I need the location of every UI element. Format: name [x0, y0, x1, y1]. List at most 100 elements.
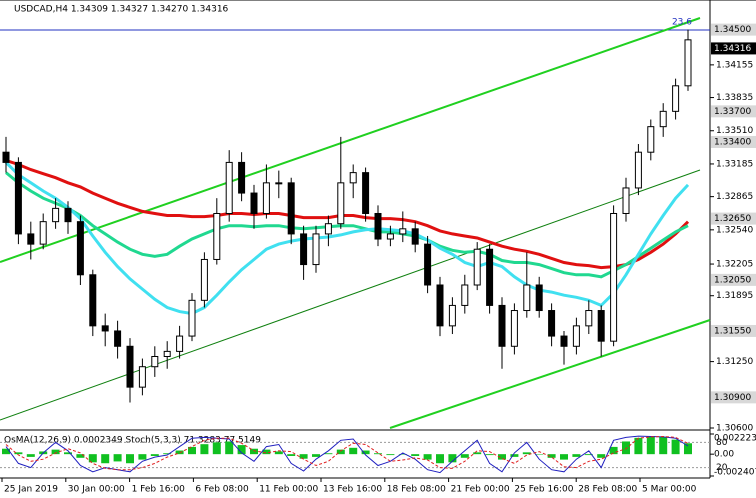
osma-bar	[336, 449, 345, 455]
stoch-tick-label: 80	[716, 438, 728, 448]
osma-bar	[609, 446, 618, 455]
candle-body	[548, 310, 556, 337]
osma-bar	[460, 454, 469, 458]
osma-bar	[150, 454, 159, 456]
candle-body	[138, 366, 146, 388]
oscillator-title: OsMA(12,26,9) 0.0002349 Stoch(5,3,3) 71.…	[4, 436, 261, 446]
osma-bar	[386, 454, 395, 456]
osma-bar	[572, 454, 581, 457]
osma-bar	[684, 443, 692, 455]
candle-body	[461, 284, 469, 306]
osma-bar	[324, 453, 333, 455]
x-tick-label: 11 Feb 00:00	[259, 485, 318, 495]
osma-bar	[498, 454, 506, 460]
level-label: 1.32050	[714, 275, 751, 285]
candle-body	[287, 182, 295, 235]
candle-body	[411, 228, 419, 245]
osma-bar	[200, 444, 209, 455]
osma-bar	[113, 454, 122, 462]
level-label: 1.30900	[714, 393, 751, 403]
level-box	[711, 391, 756, 404]
osma-bar	[597, 454, 606, 458]
x-tick-label: 25 Feb 16:00	[514, 485, 573, 495]
x-tick-label: 5 Mar 00:00	[642, 485, 697, 495]
y-tick-label: 1.33835	[716, 93, 753, 103]
osma-bar	[473, 452, 482, 455]
candle-body	[101, 325, 109, 332]
candle-body	[597, 310, 605, 342]
osma-bar	[237, 445, 246, 455]
x-tick-label: 1 Feb 16:00	[132, 485, 186, 495]
candle-body	[498, 304, 506, 347]
osma-bar	[485, 454, 494, 456]
level-label: 1.33400	[714, 137, 751, 147]
osma-bar	[2, 448, 10, 455]
level-label: 1.33700	[714, 107, 751, 117]
candle-body	[659, 110, 667, 128]
osma-bar	[634, 437, 643, 455]
osma-bar	[262, 449, 271, 455]
candle-body	[76, 221, 84, 276]
candle-body	[610, 212, 618, 342]
candle-body	[399, 228, 407, 235]
candle-body	[684, 39, 692, 87]
candle-body	[374, 212, 382, 240]
osma-bar	[188, 446, 196, 455]
candle-body	[647, 126, 655, 153]
osma-bar	[88, 454, 97, 463]
candle-body	[572, 325, 580, 347]
plot	[2, 29, 692, 403]
level-box	[711, 105, 756, 118]
x-tick-label: 21 Feb 00:00	[451, 485, 510, 495]
osma-bar	[659, 436, 668, 455]
osma-bar	[448, 454, 457, 463]
candle-body	[386, 233, 394, 240]
osma-bar	[349, 447, 358, 455]
candle-body	[362, 172, 370, 214]
candle-body	[486, 248, 494, 306]
osma-bar	[361, 450, 370, 455]
candle-body	[560, 335, 568, 347]
moving-average	[5, 171, 689, 279]
y-tick-label: 1.34155	[716, 60, 753, 70]
level-label: 1.31550	[714, 326, 751, 336]
candle-body	[225, 161, 233, 214]
candle-body	[448, 304, 456, 327]
osma-bar	[225, 441, 234, 455]
osma-bar	[212, 442, 221, 455]
y-tick-label: 1.32205	[716, 260, 753, 270]
candle-body	[436, 284, 444, 327]
y-tick-label: 1.33185	[716, 159, 753, 169]
current-price-box	[711, 42, 756, 55]
osma-bar	[274, 451, 283, 455]
osma-bar	[510, 454, 519, 457]
osma-bar	[163, 453, 172, 455]
upper-channel	[0, 17, 701, 263]
osma-bar	[560, 454, 568, 460]
candle-body	[151, 355, 159, 368]
candle-body	[275, 182, 283, 185]
osma-bar	[522, 452, 531, 455]
osma-bar	[423, 454, 432, 460]
candle-body	[262, 182, 270, 214]
osma-bar	[14, 452, 23, 455]
x-tick-label: 28 Feb 08:00	[578, 485, 637, 495]
candle-body	[300, 233, 308, 266]
candle-body	[585, 310, 593, 327]
osma-tick-label: 0.00	[714, 450, 734, 460]
osma-tick-label: 0.002223	[714, 434, 756, 444]
candle-body	[27, 233, 35, 245]
osma-bar	[76, 454, 85, 458]
candle-body	[64, 207, 72, 223]
candle-body	[523, 284, 531, 312]
stoch-tick-label: 20	[716, 463, 728, 473]
osma-bar	[671, 439, 680, 455]
candle-body	[2, 151, 10, 163]
level-label: 1.32650	[714, 214, 751, 224]
y-tick-label: 1.32865	[716, 192, 753, 202]
candle-body	[176, 335, 184, 352]
level-box	[711, 273, 756, 286]
candle-body	[324, 223, 332, 235]
